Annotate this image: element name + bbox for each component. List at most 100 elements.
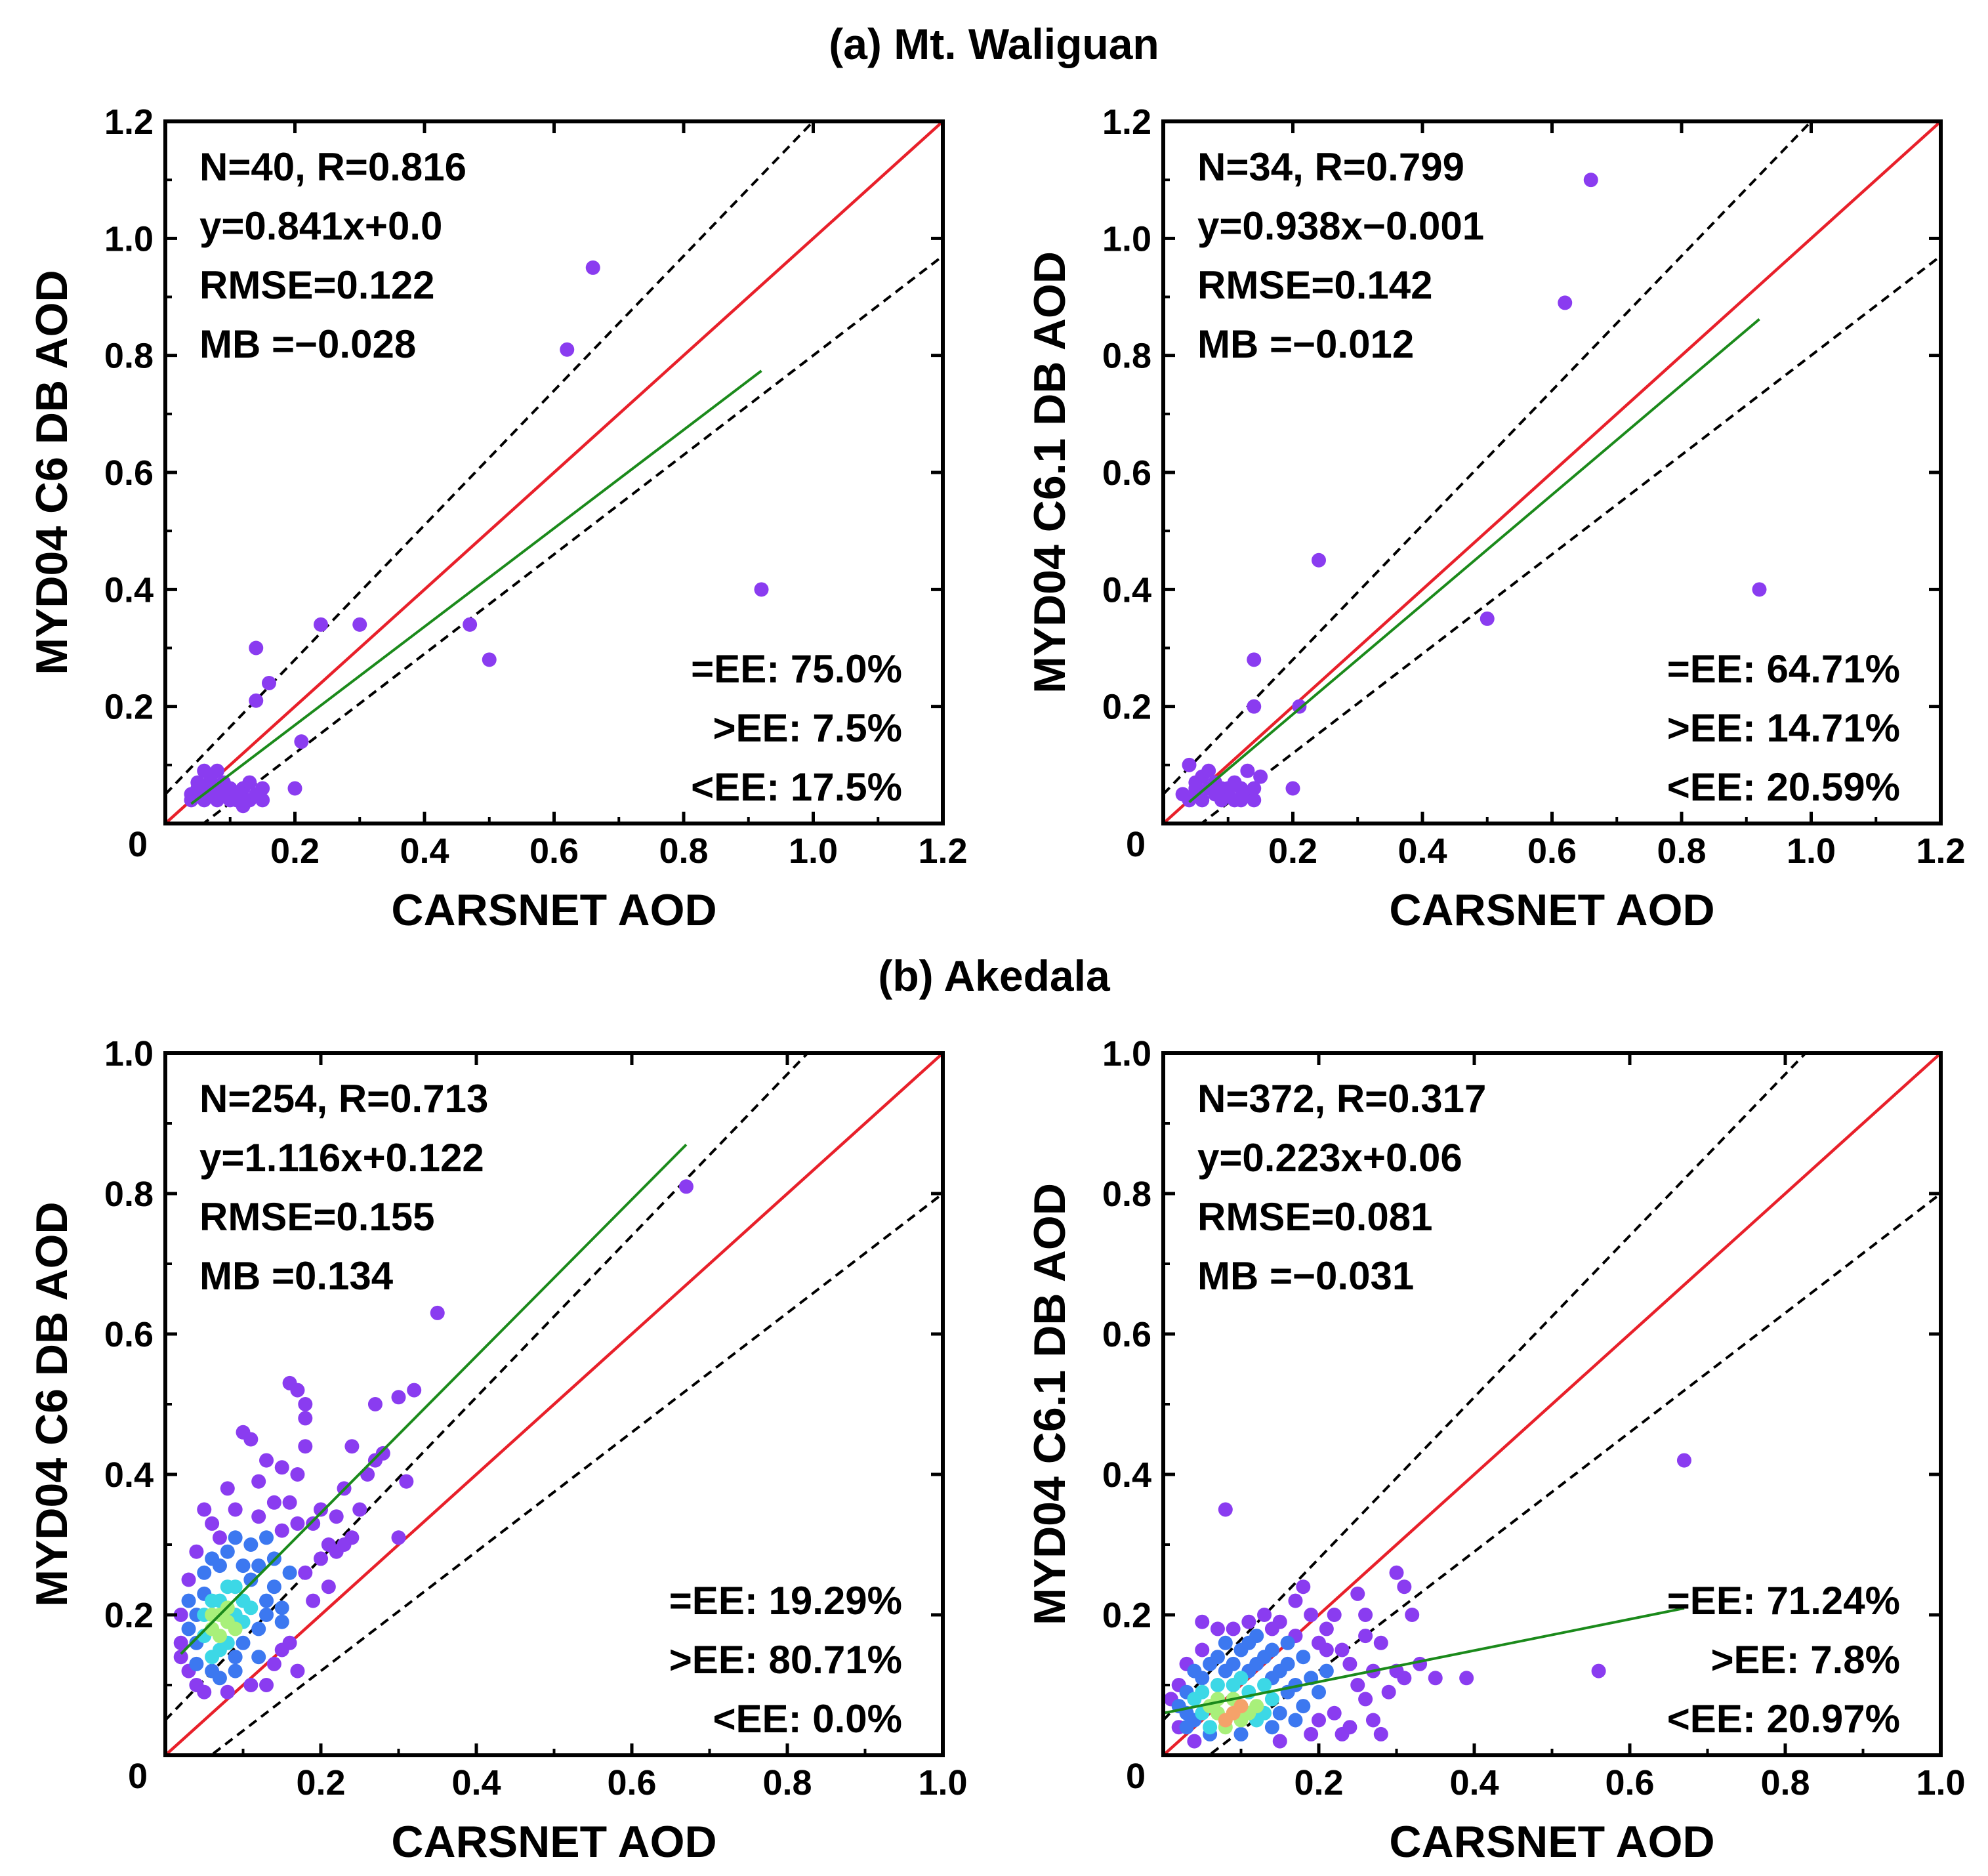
x-tick-label: 1.0: [1787, 831, 1836, 871]
data-point: [197, 763, 212, 778]
data-point: [1218, 1502, 1233, 1517]
data-point: [1358, 1692, 1373, 1707]
ee-line-lower: [1199, 255, 1941, 823]
origin-label: 0: [1126, 825, 1146, 864]
fit-line: [1188, 318, 1760, 803]
data-point: [298, 1397, 313, 1411]
data-point: [1280, 1656, 1295, 1671]
data-point: [228, 1663, 243, 1678]
data-point: [344, 1530, 360, 1545]
x-tick-label: 0.8: [1760, 1763, 1810, 1803]
data-point: [274, 1600, 289, 1615]
x-tick-label: 1.0: [789, 831, 838, 871]
y-tick-label: 0.2: [1102, 688, 1151, 727]
stat-line: N=40, R=0.816: [199, 145, 466, 189]
y-tick-label: 0.8: [1102, 337, 1151, 376]
data-point: [344, 1439, 360, 1454]
data-point: [1187, 1663, 1202, 1678]
data-point: [255, 793, 270, 808]
data-point: [1272, 1734, 1287, 1749]
ee-line-lower: [1207, 1192, 1941, 1755]
data-point: [1226, 1656, 1241, 1671]
data-point: [181, 1621, 196, 1636]
data-point: [399, 1474, 414, 1489]
data-point: [1253, 769, 1268, 784]
data-point: [1319, 1621, 1334, 1636]
stat-line: MB =−0.012: [1197, 322, 1414, 366]
data-point: [1335, 1642, 1350, 1657]
data-point: [1292, 699, 1307, 714]
x-tick-label: 0.6: [607, 1763, 656, 1803]
data-point: [1247, 793, 1262, 808]
data-point: [391, 1390, 406, 1405]
data-point: [282, 1565, 297, 1580]
data-point: [294, 734, 309, 749]
y-tick-label: 0.6: [1102, 453, 1151, 493]
data-point: [243, 1678, 259, 1692]
ee-line-label: =EE: 71.24%: [1667, 1579, 1900, 1623]
ee-line-label: >EE: 14.71%: [1667, 706, 1900, 750]
data-point: [236, 1425, 251, 1440]
y-axis-title: MYD04 C6 DB AOD: [27, 1201, 77, 1606]
data-point: [298, 1565, 313, 1580]
y-tick-label: 1.0: [104, 219, 154, 259]
ee-line-label: <EE: 17.5%: [691, 765, 902, 809]
stat-line: y=0.223x+0.06: [1197, 1136, 1462, 1180]
data-point: [329, 1509, 344, 1524]
x-axis-title: CARSNET AOD: [1389, 1817, 1714, 1867]
data-point: [1240, 763, 1255, 778]
data-point: [266, 1579, 281, 1595]
data-point: [287, 781, 302, 796]
ee-line-label: <EE: 0.0%: [713, 1697, 903, 1741]
data-point: [1373, 1726, 1388, 1741]
data-point: [251, 1650, 266, 1665]
data-point: [352, 617, 367, 632]
data-point: [1210, 1650, 1225, 1665]
x-tick-label: 0.6: [1605, 1763, 1654, 1803]
data-point: [1304, 1726, 1319, 1741]
data-point: [1241, 1614, 1256, 1629]
data-point: [205, 1551, 220, 1566]
x-tick-label: 0.8: [762, 1763, 812, 1803]
data-point: [352, 1502, 367, 1517]
data-point: [259, 1678, 274, 1692]
data-point: [255, 781, 270, 796]
data-point: [197, 1684, 212, 1699]
data-point: [210, 763, 224, 778]
data-point: [1428, 1671, 1443, 1686]
data-point: [1233, 793, 1249, 808]
x-tick-label: 0.8: [659, 831, 708, 871]
ee-line-upper: [1163, 121, 1813, 795]
ee-line-label: =EE: 75.0%: [691, 647, 902, 691]
data-point: [754, 582, 769, 597]
ee-line-label: =EE: 19.29%: [669, 1579, 902, 1623]
data-point: [290, 1383, 305, 1398]
ee-line-label: <EE: 20.59%: [1667, 765, 1900, 809]
data-point: [1583, 173, 1598, 188]
data-point: [314, 1551, 328, 1566]
data-point: [407, 1383, 422, 1398]
data-point: [197, 1502, 212, 1517]
data-point: [181, 1572, 196, 1587]
data-point: [173, 1635, 188, 1650]
data-point: [1319, 1642, 1334, 1657]
data-point: [1358, 1629, 1373, 1644]
data-point: [1335, 1726, 1350, 1741]
y-tick-label: 1.0: [104, 1034, 154, 1073]
stat-line: y=1.116x+0.122: [199, 1136, 484, 1180]
y-tick-label: 1.2: [1102, 102, 1151, 142]
y-tick-label: 0.4: [1102, 1455, 1151, 1495]
y-tick-label: 0.4: [104, 570, 154, 610]
x-tick-label: 0.4: [400, 831, 449, 871]
y-tick-label: 0.6: [1102, 1315, 1151, 1354]
data-point: [1280, 1635, 1295, 1650]
data-point: [228, 1502, 243, 1517]
data-point: [1218, 1713, 1233, 1728]
chart-panel-b-c6: 0.2 0.2 0.4 0.4 0.6 0.6 0.8 0.8 1.0 1.0 0 CARSNET A…: [27, 1034, 968, 1867]
data-point: [251, 1474, 266, 1489]
data-point: [282, 1495, 297, 1510]
ee-line-label: >EE: 7.5%: [713, 706, 903, 750]
data-point: [181, 1593, 196, 1608]
data-point: [205, 1608, 220, 1622]
y-tick-label: 0.2: [1102, 1596, 1151, 1635]
